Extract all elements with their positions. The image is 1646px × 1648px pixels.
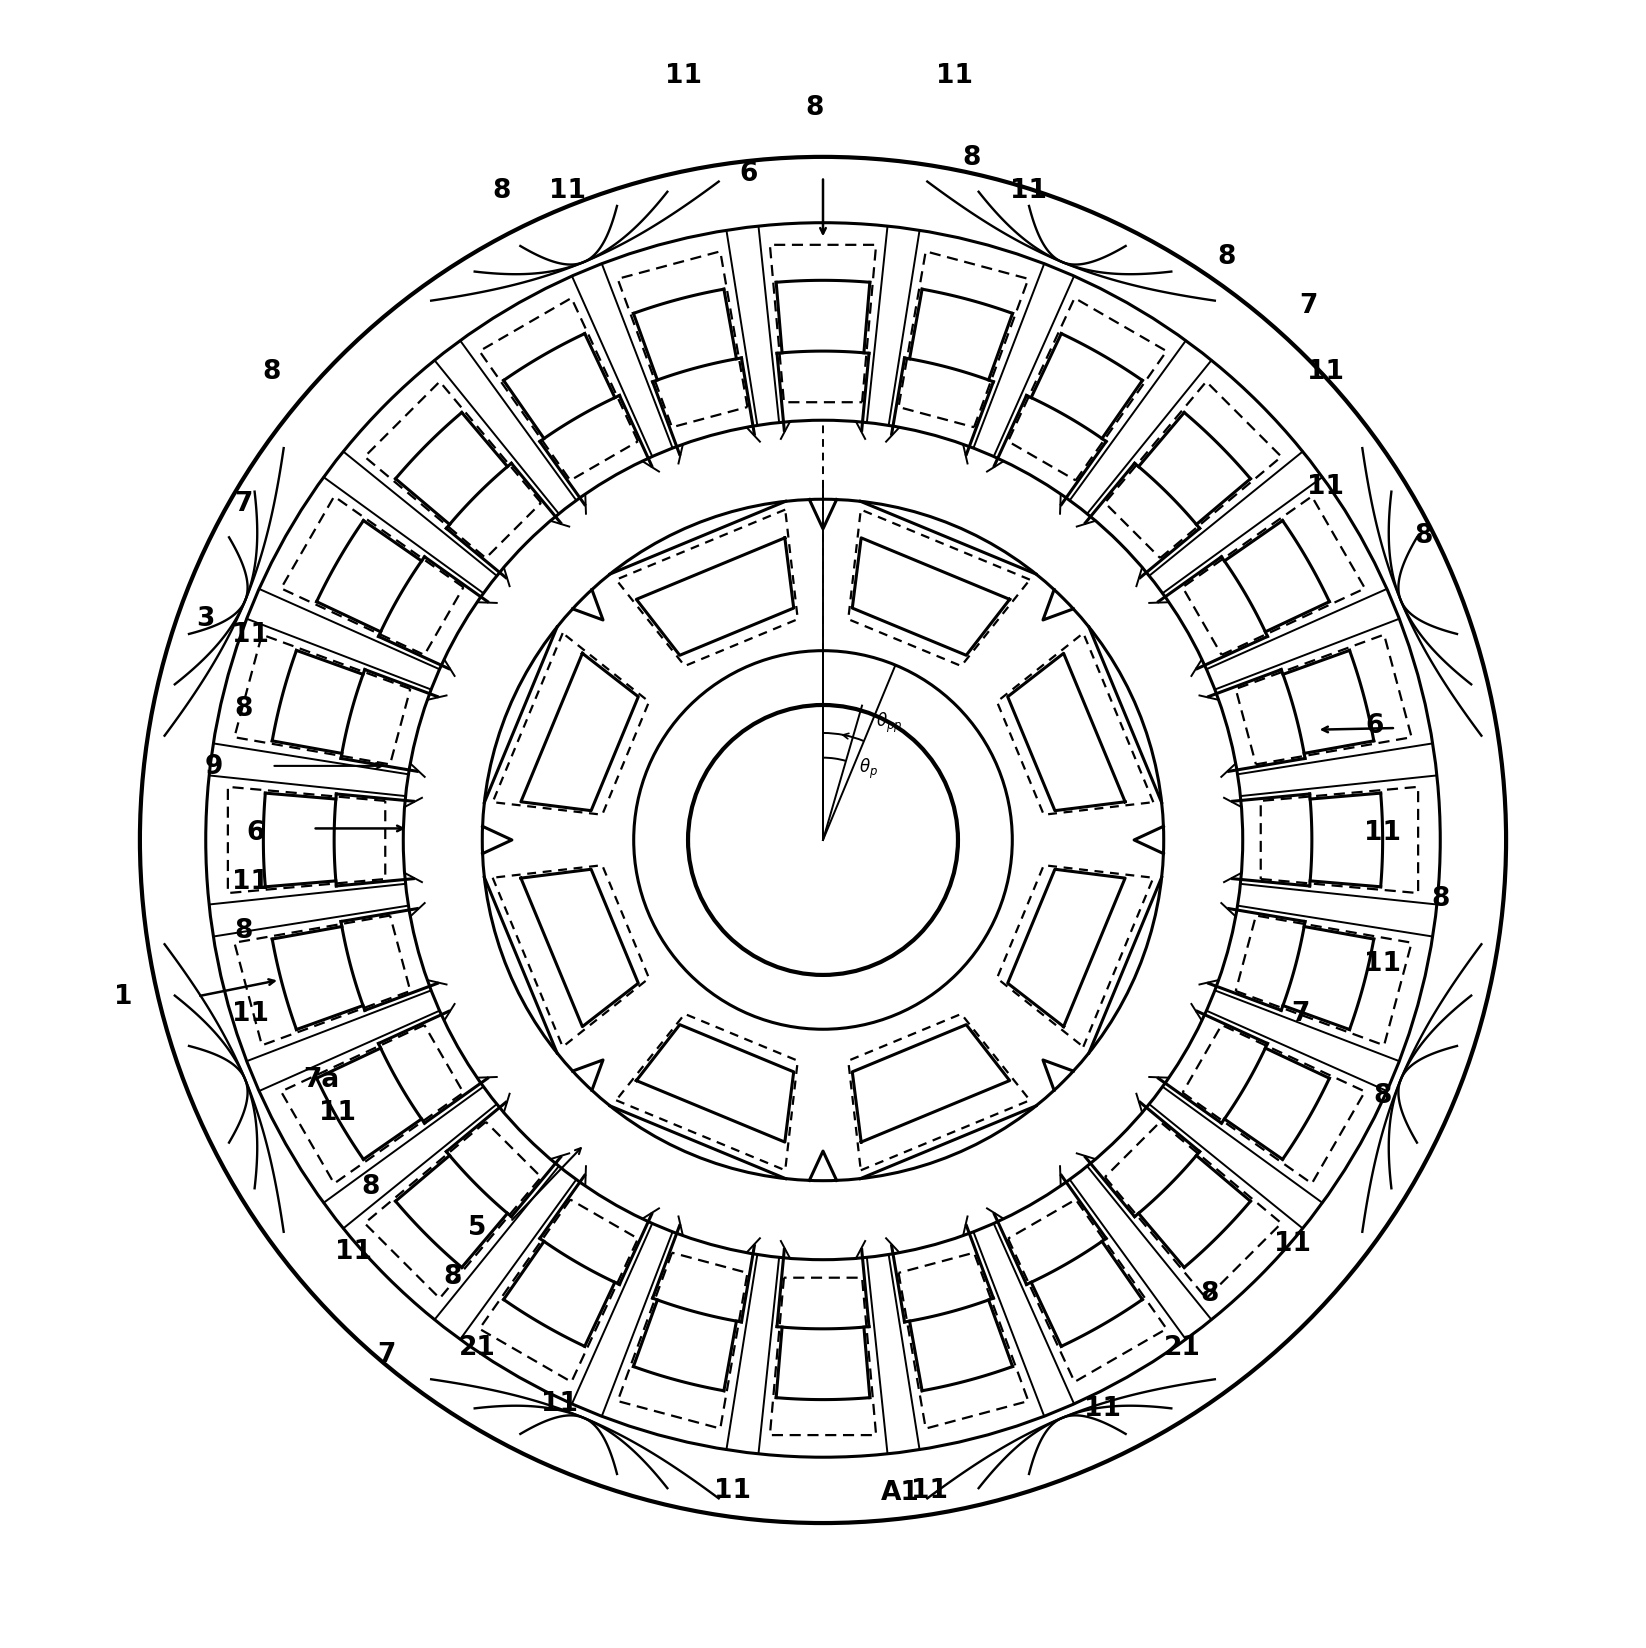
- Text: 11: 11: [1307, 473, 1343, 499]
- Text: 21: 21: [459, 1335, 495, 1360]
- Text: 11: 11: [1011, 178, 1047, 204]
- Text: 11: 11: [1365, 819, 1401, 845]
- Text: 11: 11: [1085, 1394, 1121, 1421]
- Text: 7a: 7a: [303, 1066, 339, 1093]
- Text: 8: 8: [1373, 1083, 1393, 1109]
- Text: 11: 11: [542, 1389, 578, 1416]
- Text: 7: 7: [234, 489, 253, 516]
- Text: 8: 8: [1430, 885, 1450, 911]
- Text: 11: 11: [1365, 951, 1401, 977]
- Text: 8: 8: [443, 1264, 463, 1289]
- Text: 8: 8: [262, 359, 281, 384]
- Text: 11: 11: [714, 1477, 751, 1503]
- Text: 7: 7: [377, 1341, 397, 1366]
- Text: 11: 11: [319, 1099, 356, 1126]
- Text: 11: 11: [550, 178, 586, 204]
- Text: 8: 8: [805, 96, 825, 122]
- Text: 8: 8: [1216, 244, 1236, 270]
- Circle shape: [688, 705, 958, 976]
- Text: 11: 11: [1307, 359, 1343, 384]
- Text: 5: 5: [467, 1215, 487, 1239]
- Text: 6: 6: [739, 162, 759, 188]
- Text: 11: 11: [937, 63, 973, 89]
- Text: 1: 1: [114, 984, 133, 1010]
- Text: 9: 9: [204, 753, 224, 780]
- Text: 7: 7: [1299, 293, 1318, 318]
- Text: $\theta_{p}$: $\theta_{p}$: [859, 756, 879, 780]
- Text: 11: 11: [912, 1477, 948, 1503]
- Text: 8: 8: [961, 145, 981, 171]
- Polygon shape: [637, 1025, 793, 1142]
- Text: 11: 11: [1274, 1231, 1310, 1256]
- Text: 21: 21: [1164, 1335, 1200, 1360]
- Polygon shape: [853, 1025, 1009, 1142]
- Polygon shape: [520, 870, 639, 1027]
- Text: 8: 8: [492, 178, 512, 204]
- Text: A1: A1: [881, 1478, 920, 1505]
- Text: 11: 11: [336, 1239, 372, 1264]
- Text: 7: 7: [1290, 1000, 1310, 1027]
- Text: 11: 11: [232, 621, 268, 648]
- Text: 6: 6: [245, 819, 265, 845]
- Text: 8: 8: [234, 918, 253, 944]
- Polygon shape: [853, 539, 1009, 656]
- Text: 11: 11: [232, 1000, 268, 1027]
- Text: 11: 11: [232, 868, 268, 895]
- Text: 8: 8: [1414, 522, 1434, 549]
- Polygon shape: [1007, 654, 1126, 811]
- Text: 3: 3: [196, 605, 216, 631]
- Text: 8: 8: [360, 1173, 380, 1198]
- Text: 8: 8: [1200, 1280, 1220, 1305]
- Text: 6: 6: [1365, 712, 1384, 738]
- Text: 8: 8: [234, 695, 253, 722]
- Polygon shape: [520, 654, 639, 811]
- Polygon shape: [1007, 870, 1126, 1027]
- Text: 11: 11: [665, 63, 701, 89]
- Polygon shape: [637, 539, 793, 656]
- Text: $\theta_{pp}$: $\theta_{pp}$: [876, 710, 902, 733]
